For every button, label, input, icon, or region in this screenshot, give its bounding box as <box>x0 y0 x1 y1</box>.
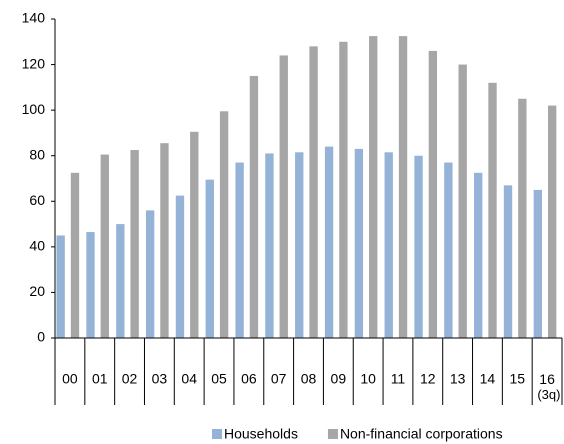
x-tick-label: 16 (3q) <box>534 371 561 403</box>
bar <box>458 64 467 339</box>
bar <box>488 82 497 338</box>
bar <box>70 172 80 338</box>
bar <box>384 152 393 338</box>
bar <box>324 146 334 338</box>
bar <box>175 195 185 338</box>
bar <box>116 224 125 338</box>
x-tick-label: 11 <box>391 371 406 387</box>
bar <box>219 111 229 339</box>
x-tick-label: 02 <box>122 371 138 387</box>
bar <box>518 98 527 338</box>
bar <box>160 143 169 338</box>
bar <box>474 172 483 338</box>
y-tick-label: 140 <box>22 10 46 26</box>
y-tick-label: 60 <box>29 192 45 208</box>
bar <box>414 155 423 338</box>
x-tick-label: 14 <box>480 371 496 387</box>
x-tick-label: 01 <box>92 371 108 387</box>
y-tick-label: 120 <box>22 55 46 71</box>
bar <box>56 235 65 338</box>
legend-swatch <box>212 429 222 439</box>
y-tick-label: 20 <box>29 283 45 299</box>
bar <box>295 152 304 338</box>
bar <box>265 153 274 338</box>
bar <box>339 41 348 339</box>
bar <box>533 189 543 338</box>
x-tick-label: 06 <box>241 371 257 387</box>
bar <box>503 185 513 338</box>
x-tick-label: 04 <box>181 371 197 387</box>
bar <box>354 148 364 338</box>
bar <box>309 46 318 338</box>
y-tick-label: 80 <box>29 146 45 162</box>
legend-label: Households <box>224 426 298 442</box>
y-tick-label: 100 <box>22 101 46 117</box>
legend-swatch <box>327 429 338 439</box>
x-tick-label: 12 <box>420 371 436 387</box>
legend-label: Non-financial corporations <box>340 426 503 442</box>
bar <box>205 179 214 338</box>
bar <box>235 162 244 338</box>
bar <box>369 36 378 338</box>
bar <box>130 150 139 338</box>
bar <box>100 154 109 338</box>
x-tick-label: 09 <box>331 371 347 387</box>
x-tick-label: 05 <box>211 371 227 387</box>
x-tick-label: 08 <box>301 371 317 387</box>
bar <box>279 55 288 338</box>
x-tick-label: 15 <box>509 371 525 387</box>
x-tick-label: 13 <box>450 371 466 387</box>
bar <box>86 232 95 338</box>
x-tick-label: 00 <box>62 371 78 387</box>
bar <box>444 162 453 338</box>
bar <box>145 210 155 338</box>
bar <box>398 36 408 338</box>
bar <box>547 105 557 338</box>
x-tick-label: 07 <box>271 371 287 387</box>
y-tick-label: 0 <box>37 329 45 345</box>
y-tick-label: 40 <box>29 238 45 254</box>
bar <box>428 50 438 339</box>
bar <box>190 131 199 338</box>
x-tick-label: 10 <box>360 371 376 387</box>
x-tick-label: 03 <box>152 371 168 387</box>
bar <box>249 75 259 338</box>
